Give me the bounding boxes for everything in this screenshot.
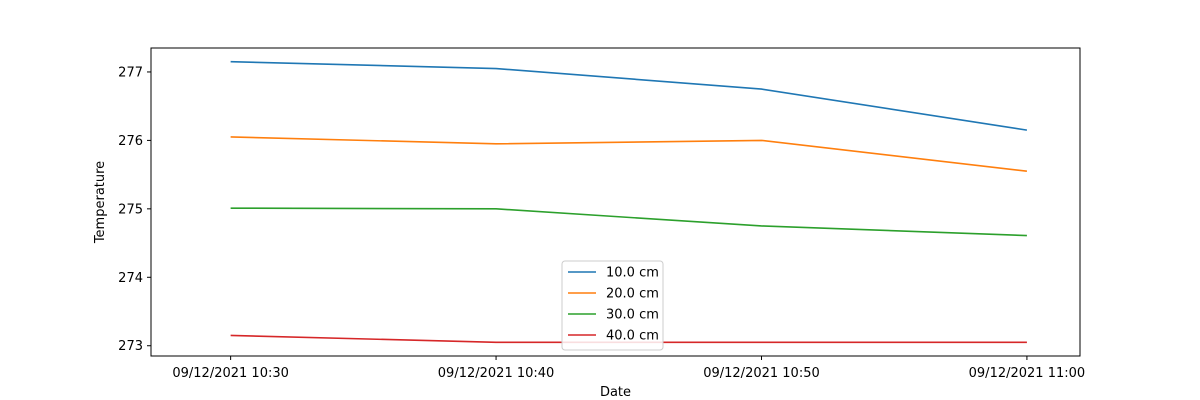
x-tick-label: 09/12/2021 10:30 bbox=[172, 366, 289, 381]
y-axis: 273 274 275 276 277 bbox=[118, 65, 151, 354]
y-tick-label: 275 bbox=[118, 202, 143, 217]
plot-frame bbox=[150, 47, 1081, 357]
series-line-1 bbox=[230, 136, 1028, 172]
legend-label: 30.0 cm bbox=[606, 308, 659, 323]
series-line-0 bbox=[230, 60, 1028, 131]
x-axis-label: Date bbox=[600, 385, 631, 400]
series-layer bbox=[230, 60, 1028, 344]
legend-label: 10.0 cm bbox=[606, 266, 659, 281]
legend: 10.0 cm 20.0 cm 30.0 cm 40.0 cm bbox=[561, 260, 664, 351]
x-tick-label: 09/12/2021 10:40 bbox=[438, 366, 555, 381]
y-tick-label: 276 bbox=[118, 134, 143, 149]
y-axis-label: Temperature bbox=[93, 161, 108, 244]
y-tick-label: 274 bbox=[118, 271, 143, 286]
y-tick-label: 273 bbox=[118, 339, 143, 354]
x-tick-label: 09/12/2021 11:00 bbox=[969, 366, 1086, 381]
series-line-2 bbox=[230, 207, 1027, 237]
legend-box bbox=[561, 260, 664, 351]
x-tick-label: 09/12/2021 10:50 bbox=[703, 366, 820, 381]
y-tick-label: 277 bbox=[118, 65, 143, 80]
x-axis: 09/12/2021 10:30 09/12/2021 10:40 09/12/20… bbox=[172, 356, 1085, 381]
legend-label: 40.0 cm bbox=[606, 329, 659, 344]
legend-label: 20.0 cm bbox=[606, 287, 659, 302]
